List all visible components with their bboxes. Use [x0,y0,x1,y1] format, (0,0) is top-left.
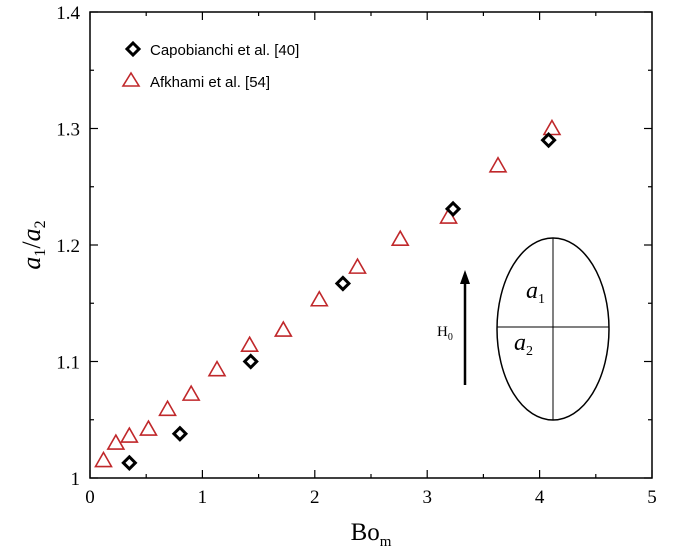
afkhami-point [181,384,201,401]
y-axis-slash: / [17,241,46,249]
field-label-sub: 0 [448,332,453,343]
capobianchi-point [121,454,138,471]
afkhami-point [158,399,177,417]
y-axis-title: a1/a2 [17,220,49,269]
afkhami-point [542,118,562,136]
y-tick-label: 1.1 [56,353,80,374]
x-axis-title: Bom [351,519,392,550]
y-axis-sub1: 1 [32,249,49,257]
legend: Capobianchi et al. [40] Afkhami et al. [… [121,40,299,91]
upper-axis-a: a [526,278,538,304]
capobianchi-point [334,275,352,292]
legend-label-afkhami: Afkhami et al. [54] [150,74,270,91]
y-tick-label: 1.4 [56,3,80,24]
field-label-main: H [437,324,448,340]
capobianchi-point [242,353,259,370]
y-tick-label: 1 [71,469,81,490]
data-markers [94,118,562,471]
legend-label-capobianchi: Capobianchi et al. [40] [150,42,299,59]
afkhami-point [106,433,126,450]
y-axis-a1: a [17,257,46,270]
lower-axis-a: a [514,330,526,356]
y-tick-label: 1.3 [56,120,80,141]
legend-triangle-marker [121,71,141,87]
x-tick-labels: 0 1 2 3 4 5 [85,487,657,508]
afkhami-point [240,335,259,352]
y-axis-sub2: 2 [32,220,49,228]
x-tick-label: 5 [647,487,657,508]
y-tick-label: 1.2 [56,236,80,257]
x-tick-label: 0 [85,487,95,508]
x-axis-main: Bo [351,519,380,546]
x-tick-label: 1 [198,487,208,508]
afkhami-point [390,229,410,246]
afkhami-point [488,156,508,173]
field-arrow-head [460,270,470,284]
afkhami-point [139,419,158,436]
field-label: H0 [437,324,453,343]
afkhami-point [273,320,293,337]
capobianchi-point [444,200,462,218]
afkhami-point [94,450,113,468]
y-axis-a2: a [17,228,46,241]
afkhami-point [207,360,227,377]
axis-ticks [89,11,653,479]
inset-schematic: H0 a1 a2 [437,237,610,421]
y-tick-labels: 1 1.1 1.2 1.3 1.4 [56,3,80,490]
afkhami-point [309,290,329,307]
x-tick-label: 4 [535,487,545,508]
legend-diamond-marker [124,40,142,58]
lower-axis-label: a2 [514,330,533,359]
x-tick-label: 2 [310,487,320,508]
lower-axis-sub: 2 [526,344,533,359]
upper-axis-label: a1 [526,278,545,307]
x-tick-label: 3 [422,487,432,508]
afkhami-point [119,426,139,443]
x-axis-sub: m [380,534,392,550]
capobianchi-point [540,132,557,149]
capobianchi-point [171,425,189,442]
upper-axis-sub: 1 [538,292,545,307]
afkhami-point [348,257,367,274]
